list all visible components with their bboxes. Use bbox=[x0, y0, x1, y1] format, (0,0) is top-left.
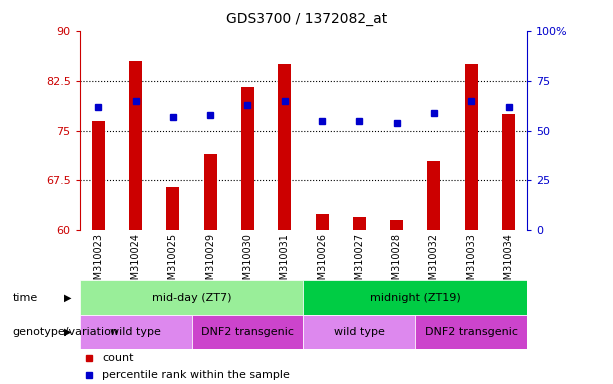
Bar bbox=[465, 64, 478, 230]
Text: DNF2 transgenic: DNF2 transgenic bbox=[201, 327, 294, 337]
Bar bbox=[353, 217, 366, 230]
Bar bbox=[416, 315, 527, 349]
Text: genotype/variation: genotype/variation bbox=[12, 327, 118, 337]
Bar bbox=[303, 315, 415, 349]
Text: percentile rank within the sample: percentile rank within the sample bbox=[102, 370, 290, 381]
Text: midnight (ZT19): midnight (ZT19) bbox=[370, 293, 461, 303]
Bar bbox=[80, 280, 303, 315]
Bar bbox=[303, 280, 527, 315]
Bar bbox=[316, 214, 329, 230]
Bar bbox=[129, 61, 142, 230]
Bar bbox=[427, 161, 441, 230]
Text: count: count bbox=[102, 353, 134, 363]
Bar bbox=[390, 220, 403, 230]
Text: wild type: wild type bbox=[334, 327, 385, 337]
Text: ▶: ▶ bbox=[64, 327, 72, 337]
Bar bbox=[502, 114, 515, 230]
Bar bbox=[80, 315, 191, 349]
Text: DNF2 transgenic: DNF2 transgenic bbox=[425, 327, 518, 337]
Bar bbox=[92, 121, 105, 230]
Text: time: time bbox=[12, 293, 37, 303]
Text: mid-day (ZT7): mid-day (ZT7) bbox=[152, 293, 231, 303]
Text: ▶: ▶ bbox=[64, 293, 72, 303]
Bar bbox=[204, 154, 217, 230]
Bar bbox=[166, 187, 180, 230]
Bar bbox=[278, 64, 291, 230]
Text: GDS3700 / 1372082_at: GDS3700 / 1372082_at bbox=[226, 12, 387, 25]
Bar bbox=[191, 315, 303, 349]
Text: wild type: wild type bbox=[110, 327, 161, 337]
Bar bbox=[241, 87, 254, 230]
